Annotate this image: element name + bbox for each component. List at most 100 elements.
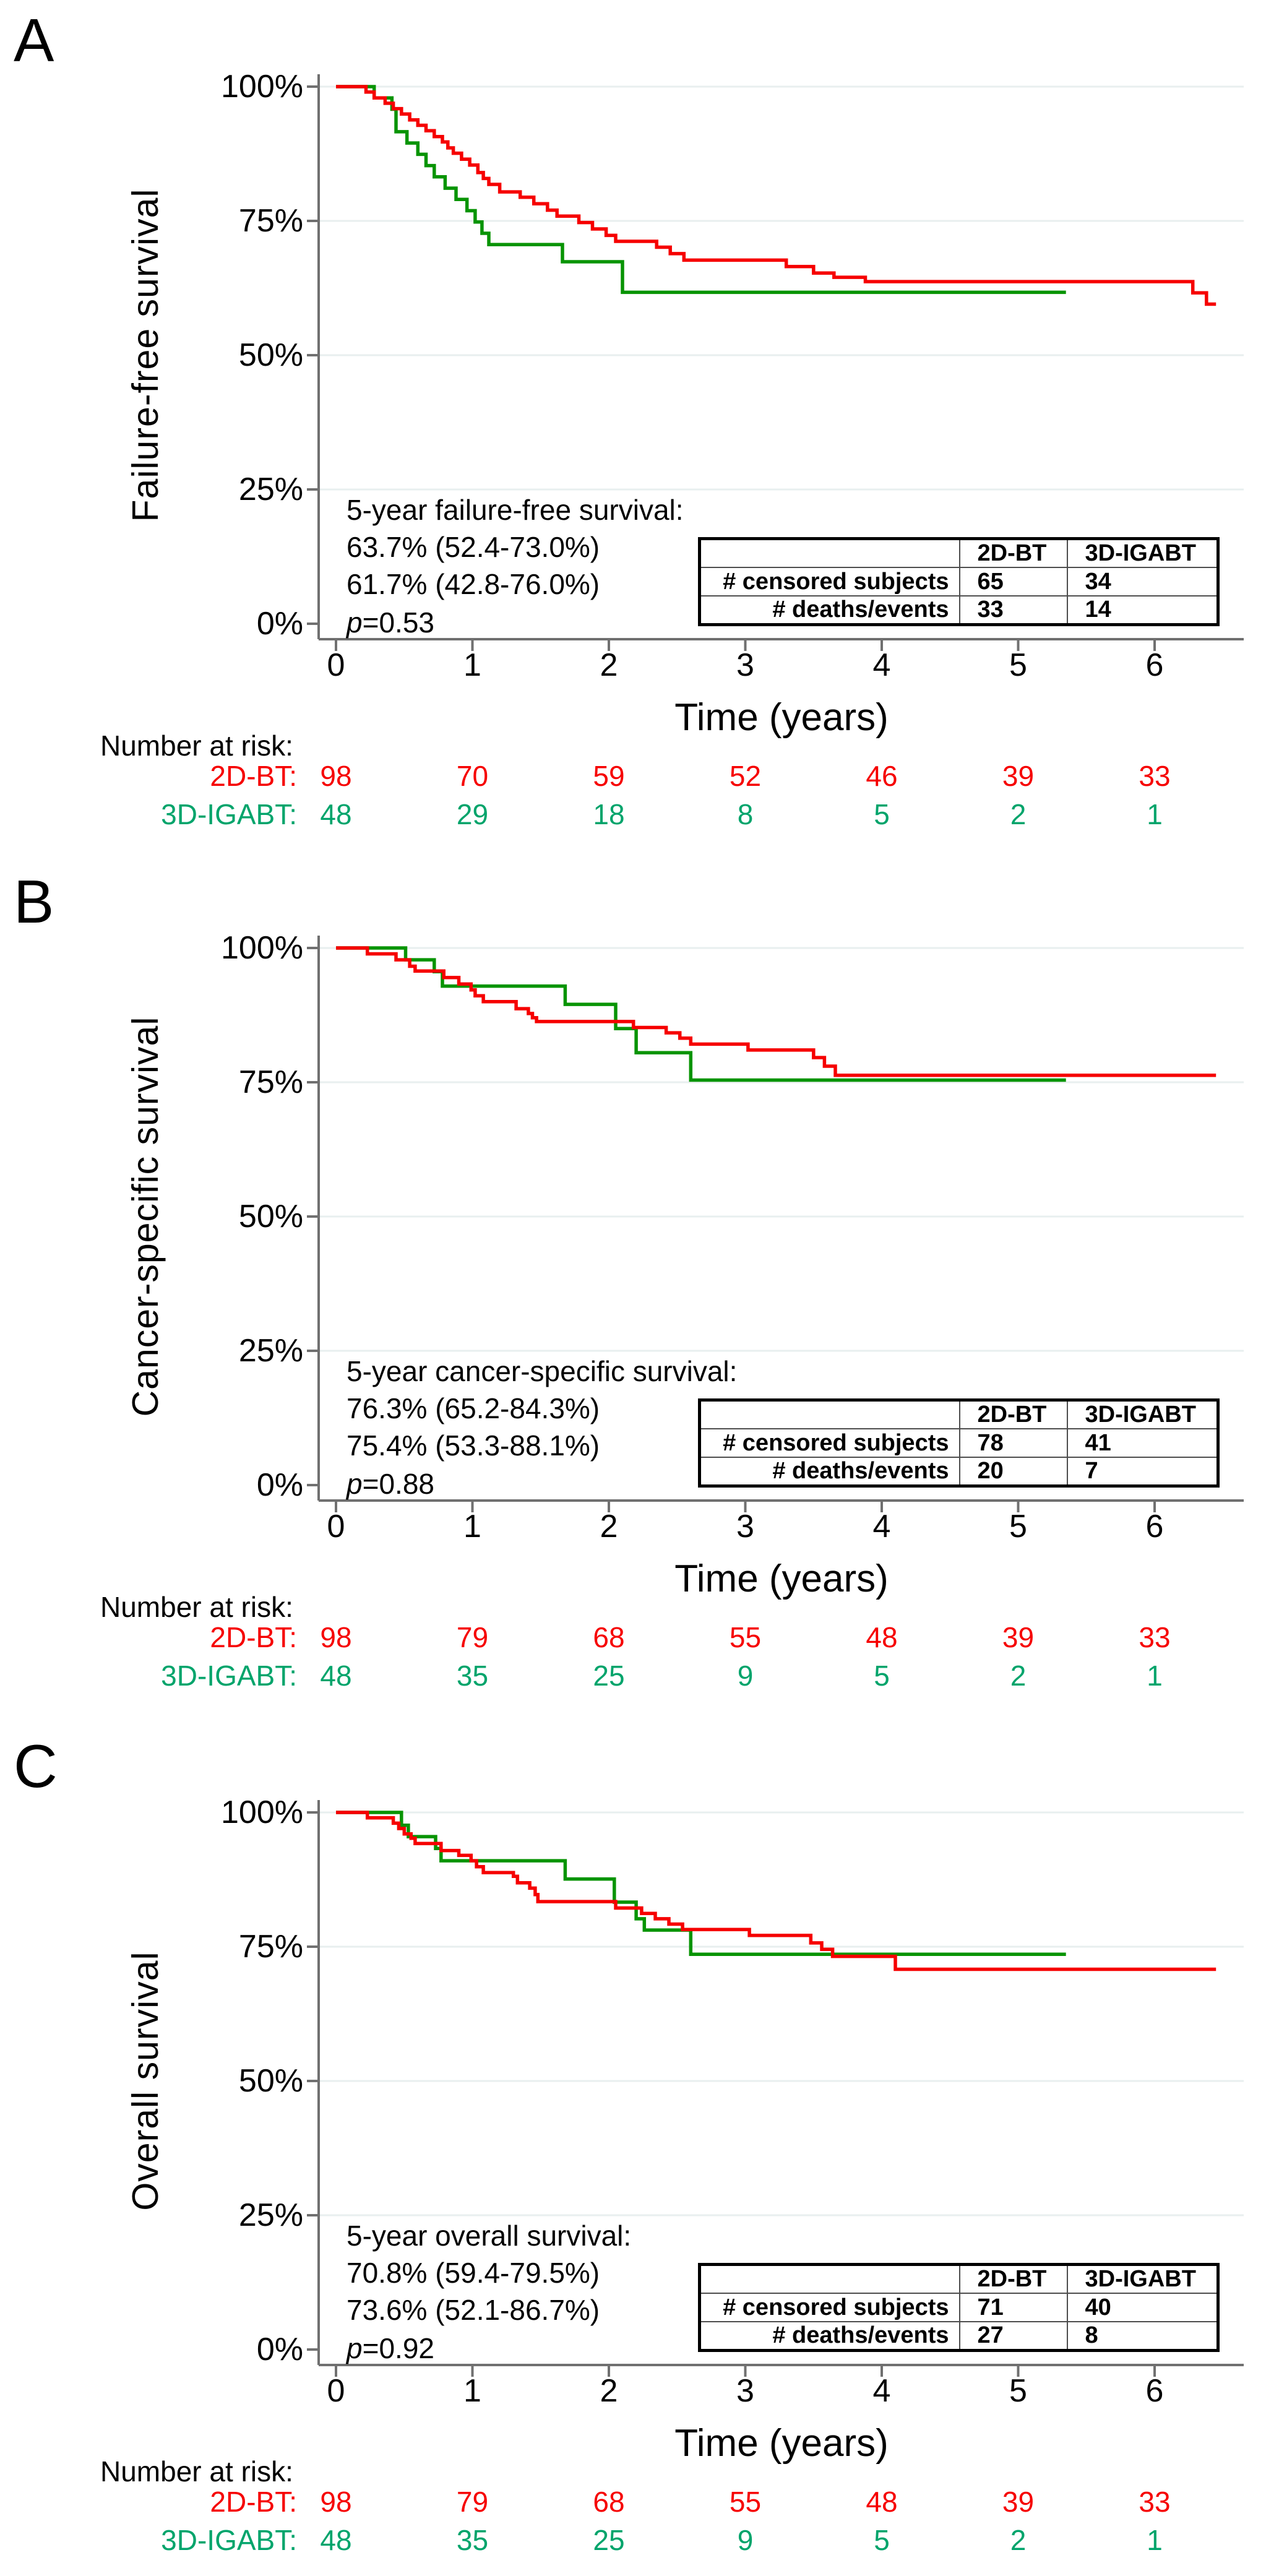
risk-value: 2 [1010, 2524, 1027, 2556]
censored-2dbt: 71 [958, 2293, 1068, 2322]
risk-value: 2 [1010, 798, 1027, 830]
table-header-empty [699, 2264, 960, 2294]
x-axis-label: Time (years) [674, 2422, 889, 2465]
row-label: # deaths/events [699, 2321, 960, 2351]
table-row-censored: # censored subjects 65 34 [699, 567, 1219, 597]
y-tick-75: 75% [238, 1929, 303, 1965]
annotation-p-value: p=0.53 [347, 606, 434, 639]
table-row-deaths: # deaths/events 27 8 [699, 2321, 1219, 2351]
table-row-deaths: # deaths/events 33 14 [699, 595, 1219, 626]
events-table: 2D-BT 3D-IGABT # censored subjects 65 34… [698, 537, 1220, 626]
risk-value: 55 [729, 2486, 762, 2518]
panel-letter: B [14, 868, 54, 936]
table-header-row: 2D-BT 3D-IGABT [699, 1399, 1219, 1429]
x-tick-1: 1 [463, 2373, 481, 2409]
table-header-2dbt: 2D-BT [958, 1399, 1068, 1429]
y-tick-25: 25% [238, 2197, 303, 2233]
events-table: 2D-BT 3D-IGABT # censored subjects 78 41… [698, 1398, 1220, 1488]
risk-value: 48 [320, 798, 352, 830]
y-tick-100: 100% [221, 930, 303, 966]
risk-value: 33 [1139, 760, 1171, 792]
km-curve-2d-bt [336, 946, 1216, 1077]
p-value: =0.92 [362, 2332, 434, 2364]
risk-label-2dbt: 2D-BT: [210, 760, 297, 792]
risk-value: 2 [1010, 1660, 1027, 1692]
table-row-censored: # censored subjects 71 40 [699, 2293, 1219, 2322]
annotation-green-estimate: 73.6% (52.1-86.7%) [347, 2294, 600, 2326]
annotation-title: 5-year failure-free survival: [347, 494, 684, 526]
x-tick-0: 0 [327, 647, 345, 683]
y-tick-0: 0% [256, 1467, 303, 1503]
km-plot [307, 1800, 1244, 2377]
km-curve-3d-igabt [336, 1811, 1066, 1956]
risk-value: 39 [1002, 760, 1035, 792]
p-value: =0.53 [362, 606, 434, 639]
table-header-3digabt: 3D-IGABT [1066, 538, 1219, 568]
x-tick-5: 5 [1009, 1509, 1027, 1544]
risk-value: 29 [456, 798, 489, 830]
x-tick-3: 3 [736, 2373, 754, 2409]
annotation-p-value: p=0.88 [347, 1468, 434, 1500]
row-label: # deaths/events [699, 595, 960, 626]
risk-table-header: Number at risk: [100, 1591, 293, 1623]
y-tick-25: 25% [238, 1333, 303, 1369]
risk-value: 1 [1147, 798, 1163, 830]
table-header-empty [699, 538, 960, 568]
risk-value: 46 [866, 760, 898, 792]
x-tick-0: 0 [327, 2373, 345, 2409]
risk-table-header: Number at risk: [100, 730, 293, 762]
risk-value: 52 [729, 760, 762, 792]
table-header-row: 2D-BT 3D-IGABT [699, 538, 1219, 568]
deaths-2dbt: 27 [958, 2321, 1068, 2351]
annotation-red-estimate: 76.3% (65.2-84.3%) [347, 1392, 600, 1424]
risk-value: 35 [456, 1660, 489, 1692]
axes [307, 74, 1244, 651]
y-tick-75: 75% [238, 1064, 303, 1100]
risk-value: 35 [456, 2524, 489, 2556]
panel-c: C Overall survival 100% 75% 50% 25% 0% 0… [0, 1726, 1266, 2576]
x-tick-1: 1 [463, 1509, 481, 1544]
annotation-title: 5-year overall survival: [347, 2220, 632, 2252]
x-tick-4: 4 [872, 2373, 891, 2409]
risk-value: 33 [1139, 2486, 1171, 2518]
x-tick-4: 4 [872, 1509, 891, 1544]
x-axis-label: Time (years) [674, 1557, 889, 1600]
annotation-p-value: p=0.92 [347, 2332, 434, 2364]
risk-value: 33 [1139, 1621, 1171, 1653]
y-tick-0: 0% [256, 606, 303, 642]
x-tick-6: 6 [1145, 2373, 1164, 2409]
risk-value: 1 [1147, 2524, 1163, 2556]
row-label: # censored subjects [699, 567, 960, 597]
deaths-3digabt: 14 [1066, 595, 1219, 626]
censored-3digabt: 34 [1066, 567, 1219, 597]
km-plot [307, 74, 1244, 651]
risk-value: 68 [593, 2486, 625, 2518]
km-plot [307, 936, 1244, 1512]
x-tick-6: 6 [1145, 647, 1164, 683]
risk-table-header: Number at risk: [100, 2455, 293, 2488]
x-tick-6: 6 [1145, 1509, 1164, 1544]
risk-value: 8 [737, 798, 754, 830]
table-header-2dbt: 2D-BT [958, 2264, 1068, 2294]
km-curves [336, 1811, 1216, 1971]
annotation-title: 5-year cancer-specific survival: [347, 1355, 738, 1387]
risk-value: 18 [593, 798, 625, 830]
km-curve-2d-bt [336, 85, 1216, 306]
y-tick-50: 50% [238, 1199, 303, 1234]
risk-value: 25 [593, 2524, 625, 2556]
censored-3digabt: 41 [1066, 1428, 1219, 1458]
risk-value: 5 [874, 1660, 890, 1692]
risk-value: 70 [456, 760, 489, 792]
x-tick-2: 2 [600, 1509, 618, 1544]
y-tick-100: 100% [221, 1794, 303, 1830]
y-tick-100: 100% [221, 69, 303, 105]
panel-b: B Cancer-specific survival 100% 75% 50% … [0, 861, 1266, 1712]
panel-a: A Failure-free survival 100% 75% 50% 25%… [0, 0, 1266, 850]
annotation-red-estimate: 63.7% (52.4-73.0%) [347, 531, 600, 563]
row-label: # censored subjects [699, 1428, 960, 1458]
x-tick-2: 2 [600, 2373, 618, 2409]
table-header-empty [699, 1399, 960, 1429]
risk-value: 25 [593, 1660, 625, 1692]
panel-letter: C [14, 1732, 58, 1800]
gridlines [319, 947, 1244, 1352]
